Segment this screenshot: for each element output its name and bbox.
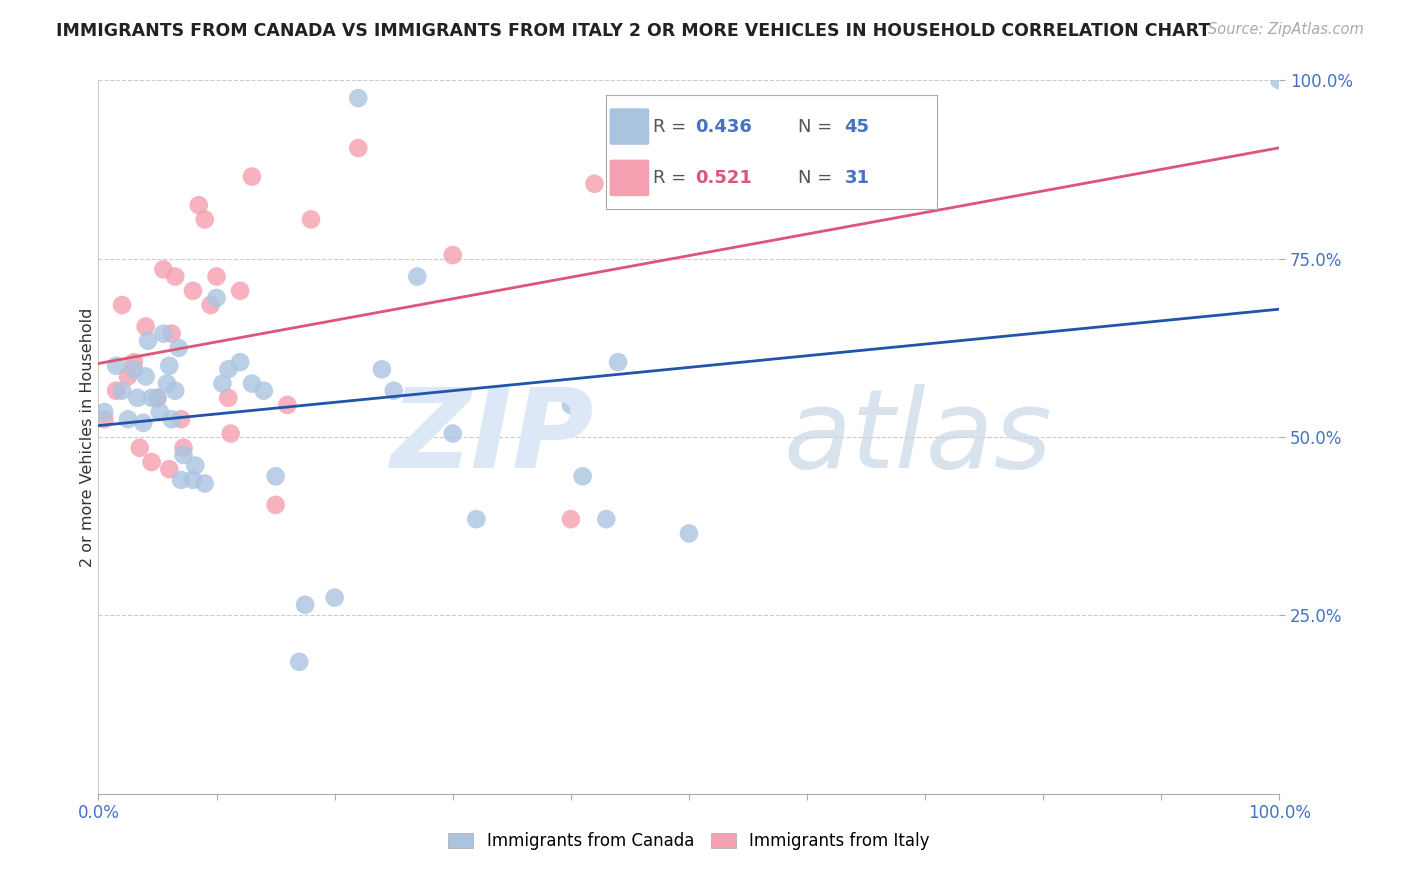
Point [441, 248, 464, 262]
Point [135, 319, 157, 334]
Point [141, 391, 163, 405]
Point [294, 598, 316, 612]
Point [240, 376, 263, 391]
Point [200, 298, 222, 312]
Point [141, 455, 163, 469]
Point [205, 291, 228, 305]
Point [217, 391, 239, 405]
Text: Source: ZipAtlas.com: Source: ZipAtlas.com [1208, 22, 1364, 37]
Point [240, 169, 263, 184]
Point [132, 416, 155, 430]
Point [217, 362, 239, 376]
Point [371, 362, 394, 376]
Point [253, 384, 276, 398]
Point [93, 412, 115, 426]
Point [160, 326, 183, 341]
Point [382, 384, 405, 398]
Text: ZIP: ZIP [391, 384, 595, 491]
Point [264, 498, 287, 512]
Point [194, 476, 217, 491]
Point [165, 384, 187, 398]
Point [276, 398, 298, 412]
Point [560, 398, 582, 412]
Point [105, 359, 128, 373]
Point [165, 269, 187, 284]
Point [347, 141, 370, 155]
Point [560, 512, 582, 526]
Point [347, 91, 370, 105]
Point [607, 355, 630, 369]
Point [105, 384, 128, 398]
Point [181, 284, 204, 298]
Point [299, 212, 322, 227]
Text: atlas: atlas [783, 384, 1052, 491]
Point [135, 369, 157, 384]
Point [157, 462, 180, 476]
Point [170, 412, 193, 426]
Point [128, 441, 150, 455]
Point [136, 334, 159, 348]
Point [127, 391, 149, 405]
Point [149, 405, 172, 419]
Point [167, 341, 190, 355]
Text: IMMIGRANTS FROM CANADA VS IMMIGRANTS FROM ITALY 2 OR MORE VEHICLES IN HOUSEHOLD : IMMIGRANTS FROM CANADA VS IMMIGRANTS FRO… [56, 22, 1211, 40]
Point [181, 473, 204, 487]
Point [678, 526, 700, 541]
Point [406, 269, 429, 284]
Point [111, 384, 134, 398]
Point [264, 469, 287, 483]
Point [219, 426, 242, 441]
Point [157, 359, 180, 373]
Point [571, 469, 593, 483]
Y-axis label: 2 or more Vehicles in Household: 2 or more Vehicles in Household [80, 308, 94, 566]
Point [194, 212, 217, 227]
Point [229, 355, 252, 369]
Point [205, 269, 228, 284]
Point [583, 177, 606, 191]
Point [152, 326, 174, 341]
Point [152, 262, 174, 277]
Point [187, 198, 209, 212]
Point [441, 426, 464, 441]
Point [160, 412, 183, 426]
Point [172, 441, 194, 455]
Point [595, 512, 617, 526]
Legend: Immigrants from Canada, Immigrants from Italy: Immigrants from Canada, Immigrants from … [441, 826, 936, 857]
Point [93, 405, 115, 419]
Point [146, 391, 169, 405]
Point [465, 512, 488, 526]
Point [172, 448, 194, 462]
Point [170, 473, 193, 487]
Point [122, 362, 145, 376]
Point [156, 376, 179, 391]
Point [111, 298, 134, 312]
Point [288, 655, 311, 669]
Point [117, 369, 139, 384]
Point [117, 412, 139, 426]
Point [184, 458, 207, 473]
Point [323, 591, 346, 605]
Point [1268, 73, 1291, 87]
Point [229, 284, 252, 298]
Point [146, 391, 169, 405]
Point [122, 355, 145, 369]
Point [211, 376, 233, 391]
